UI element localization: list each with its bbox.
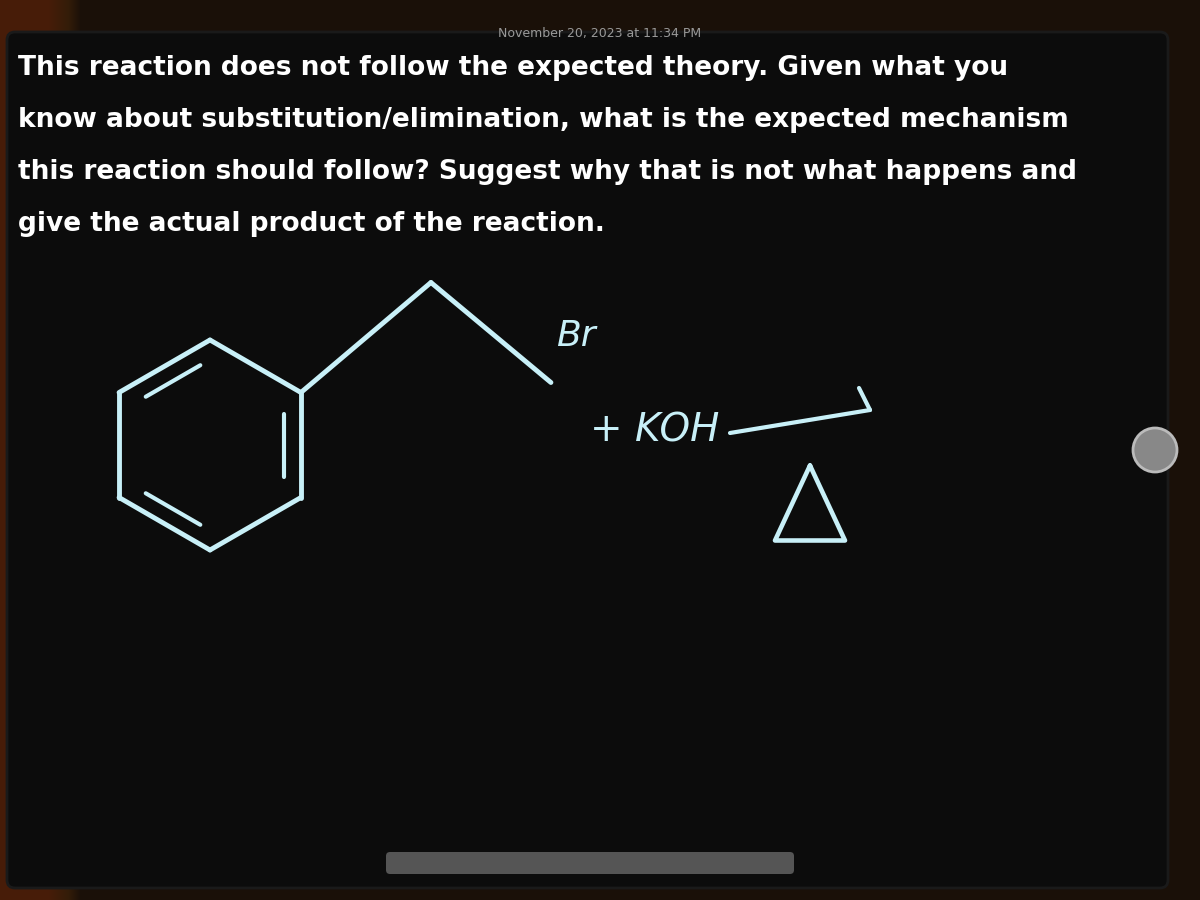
Bar — [0, 0, 53, 900]
Bar — [0, 0, 48, 900]
Bar — [0, 0, 17, 900]
Bar — [0, 0, 80, 900]
Bar — [0, 0, 8, 900]
Bar — [0, 0, 19, 900]
Bar — [0, 0, 6, 900]
Bar — [0, 0, 65, 900]
Bar — [0, 0, 49, 900]
Bar — [0, 0, 50, 900]
Text: Br: Br — [556, 319, 595, 353]
Bar — [0, 0, 28, 900]
Bar — [0, 0, 24, 900]
Bar — [0, 0, 5, 900]
Bar — [0, 0, 55, 900]
Bar — [0, 0, 58, 900]
Bar — [0, 0, 64, 900]
Bar — [0, 0, 11, 900]
Bar — [0, 0, 74, 900]
Bar — [0, 0, 62, 900]
Bar — [0, 0, 13, 900]
Bar — [0, 0, 44, 900]
Bar — [0, 0, 54, 900]
Bar — [0, 0, 46, 900]
Bar — [0, 0, 40, 900]
Bar — [0, 0, 34, 900]
Bar — [0, 0, 37, 900]
Text: give the actual product of the reaction.: give the actual product of the reaction. — [18, 211, 605, 237]
Bar — [0, 0, 42, 900]
Bar — [0, 0, 61, 900]
Bar — [0, 0, 36, 900]
Bar — [0, 0, 77, 900]
FancyBboxPatch shape — [7, 32, 1168, 888]
Bar — [0, 0, 74, 900]
Bar — [0, 0, 67, 900]
Bar — [0, 0, 56, 900]
Bar — [0, 0, 32, 900]
Bar — [0, 0, 35, 900]
Bar — [0, 0, 10, 900]
Bar — [0, 0, 34, 900]
Bar — [0, 0, 76, 900]
Text: This reaction does not follow the expected theory. Given what you: This reaction does not follow the expect… — [18, 55, 1008, 81]
Bar — [0, 0, 70, 900]
Text: know about substitution/elimination, what is the expected mechanism: know about substitution/elimination, wha… — [18, 107, 1069, 133]
Bar — [0, 0, 78, 900]
Bar — [0, 0, 10, 900]
Bar — [0, 0, 43, 900]
Bar — [0, 0, 68, 900]
Bar — [0, 0, 26, 900]
Bar — [0, 0, 52, 900]
Text: + KOH: + KOH — [590, 411, 719, 449]
Bar — [0, 0, 71, 900]
Bar — [0, 0, 4, 900]
Text: November 20, 2023 at 11:34 PM: November 20, 2023 at 11:34 PM — [498, 27, 702, 40]
Bar — [0, 0, 72, 900]
Bar — [0, 0, 46, 900]
Bar — [0, 0, 30, 900]
Bar — [0, 0, 79, 900]
Bar — [0, 0, 41, 900]
Bar — [0, 0, 12, 900]
Bar — [0, 0, 60, 900]
Bar — [0, 0, 59, 900]
Bar — [0, 0, 38, 900]
Bar — [0, 0, 16, 900]
Bar — [0, 0, 2, 900]
Bar — [0, 0, 47, 900]
Bar — [0, 0, 20, 900]
Bar — [0, 0, 18, 900]
Bar — [0, 0, 38, 900]
Bar — [0, 0, 73, 900]
Bar — [0, 0, 31, 900]
Bar — [0, 0, 64, 900]
Bar — [0, 0, 29, 900]
Bar — [0, 0, 70, 900]
Bar — [0, 0, 25, 900]
Text: this reaction should follow? Suggest why that is not what happens and: this reaction should follow? Suggest why… — [18, 159, 1078, 185]
Bar — [0, 0, 22, 900]
Bar — [0, 0, 23, 900]
Bar — [0, 0, 66, 900]
FancyBboxPatch shape — [386, 852, 794, 874]
Bar — [0, 0, 2, 900]
Bar — [0, 0, 7, 900]
Bar — [0, 0, 14, 900]
Bar — [0, 0, 22, 900]
Bar — [0, 0, 50, 900]
Circle shape — [1133, 428, 1177, 472]
Bar — [0, 0, 14, 900]
Bar — [0, 0, 28, 900]
Bar — [0, 0, 58, 900]
